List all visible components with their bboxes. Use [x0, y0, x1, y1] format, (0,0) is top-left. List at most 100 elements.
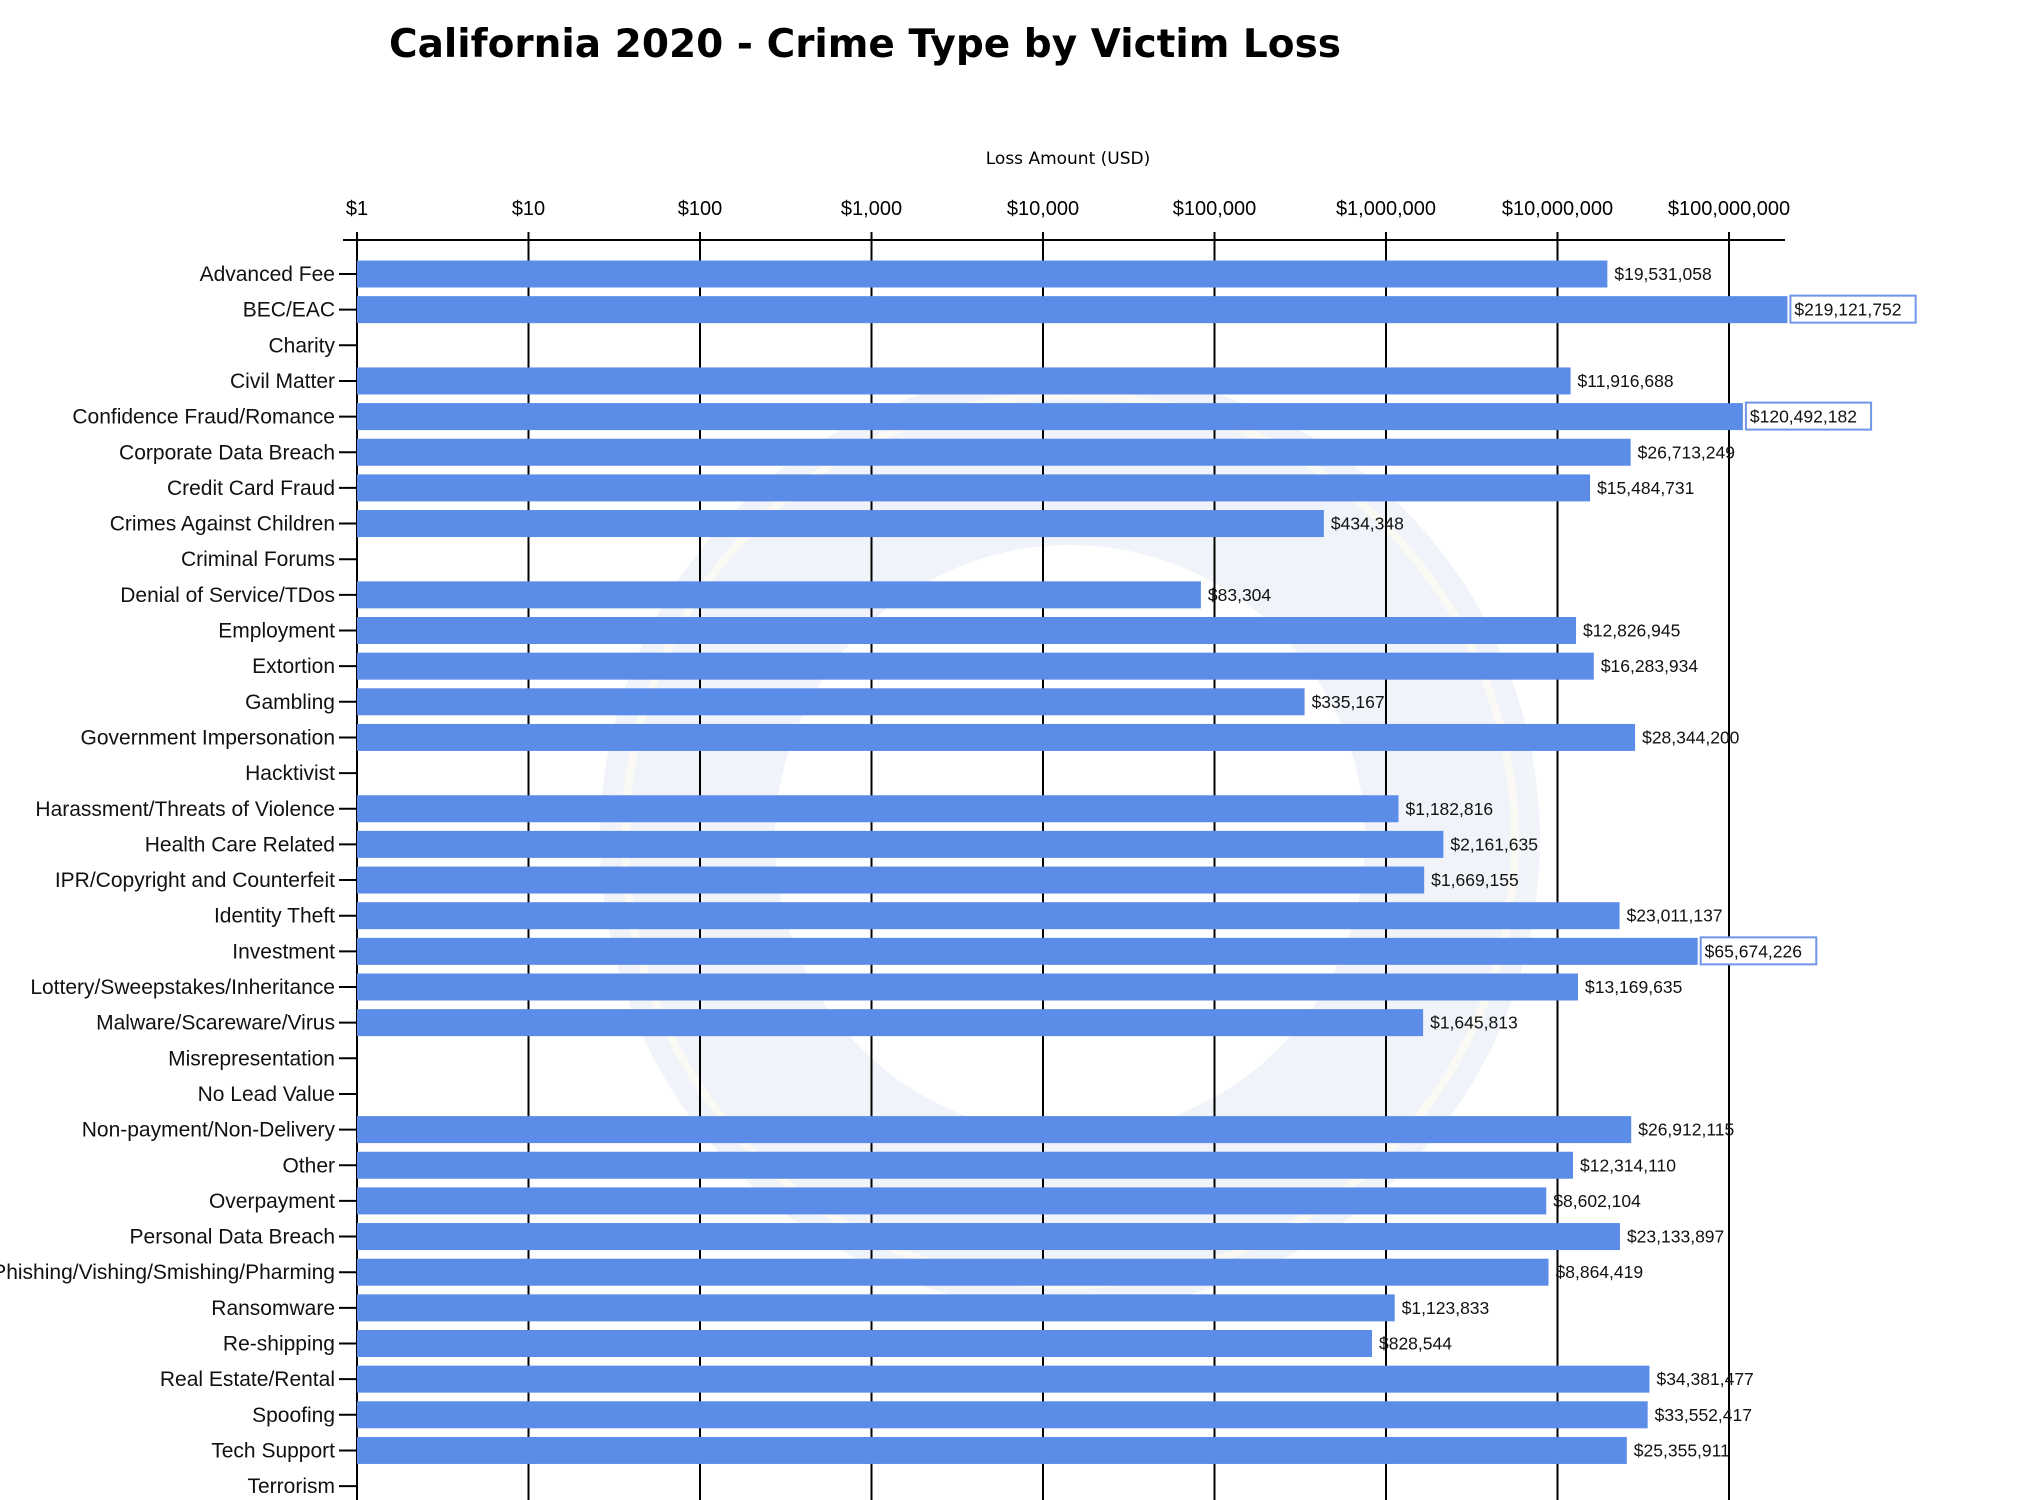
- bar: [357, 937, 1698, 965]
- chart-title: California 2020 - Crime Type by Victim L…: [388, 22, 1341, 67]
- value-label: $26,713,249: [1638, 442, 1735, 462]
- category-label: Health Care Related: [145, 833, 335, 856]
- category-label: Criminal Forums: [181, 548, 335, 571]
- category-label: Crimes Against Children: [110, 513, 335, 536]
- bar: [357, 617, 1577, 644]
- x-tick-label: $10: [512, 198, 545, 220]
- x-axis-title: Loss Amount (USD): [986, 149, 1151, 169]
- bar: [357, 438, 1631, 466]
- category-label: Lottery/Sweepstakes/Inheritance: [30, 976, 335, 999]
- value-label: $19,531,058: [1614, 264, 1711, 284]
- bar: [357, 652, 1594, 680]
- bar: [357, 510, 1324, 538]
- category-label: Hacktivist: [245, 762, 335, 785]
- value-label: $26,912,115: [1638, 1120, 1734, 1140]
- bar: [357, 723, 1636, 751]
- value-label: $219,121,752: [1794, 300, 1901, 320]
- category-label: Re-shipping: [223, 1333, 335, 1356]
- category-label: Gambling: [245, 691, 335, 714]
- category-label: Identity Theft: [214, 905, 335, 928]
- category-label: Government Impersonation: [81, 726, 335, 749]
- category-label: Tech Support: [211, 1439, 335, 1462]
- category-label: Corporate Data Breach: [119, 441, 335, 464]
- category-label: BEC/EAC: [243, 299, 335, 322]
- category-label: No Lead Value: [198, 1083, 335, 1106]
- category-label: Ransomware: [211, 1297, 335, 1320]
- value-label: $16,283,934: [1601, 656, 1699, 676]
- x-tick-label: $10,000,000: [1502, 198, 1613, 220]
- value-label: $23,133,897: [1627, 1227, 1724, 1247]
- bar: [357, 1009, 1424, 1037]
- bar: [357, 1436, 1627, 1464]
- bar: [357, 581, 1201, 609]
- category-label: Denial of Service/TDos: [120, 584, 335, 607]
- value-label: $15,484,731: [1597, 478, 1694, 498]
- category-label: Credit Card Fraud: [167, 477, 335, 500]
- bar: [357, 866, 1425, 894]
- bar: [357, 296, 1788, 324]
- category-label: Extortion: [252, 655, 335, 678]
- x-tick-label: $100,000,000: [1668, 198, 1790, 220]
- value-label: $1,669,155: [1431, 870, 1519, 890]
- value-label: $120,492,182: [1750, 407, 1857, 427]
- value-label: $828,544: [1379, 1334, 1452, 1354]
- value-label: $65,674,226: [1705, 941, 1802, 961]
- value-label: $1,182,816: [1406, 799, 1494, 819]
- bar: [357, 795, 1399, 823]
- category-label: Employment: [218, 620, 335, 643]
- x-tick-label: $100: [678, 198, 723, 220]
- category-label: Investment: [232, 940, 335, 963]
- value-label: $83,304: [1208, 585, 1272, 605]
- x-tick-label: $1,000: [841, 198, 902, 220]
- value-label: $11,916,688: [1578, 371, 1674, 391]
- category-label: Overpayment: [209, 1190, 335, 1213]
- bar: [357, 830, 1444, 858]
- value-label: $25,355,911: [1634, 1440, 1730, 1460]
- value-label: $23,011,137: [1627, 906, 1723, 926]
- value-label: $1,645,813: [1430, 1013, 1518, 1033]
- value-label: $13,169,635: [1585, 977, 1682, 997]
- value-label: $12,314,110: [1580, 1155, 1676, 1175]
- bar: [357, 474, 1591, 502]
- value-label: $2,161,635: [1450, 834, 1538, 854]
- bar: [357, 1294, 1395, 1322]
- x-tick-label: $1,000,000: [1336, 198, 1436, 220]
- category-label: Confidence Fraud/Romance: [72, 406, 335, 429]
- bar: [357, 1330, 1372, 1357]
- category-label: Malware/Scareware/Virus: [96, 1012, 335, 1035]
- bar: [357, 973, 1579, 1001]
- value-label-box: [1744, 401, 1873, 431]
- bar: [357, 1365, 1650, 1393]
- value-label-box: [1699, 936, 1818, 966]
- category-label: Misrepresentation: [168, 1047, 335, 1070]
- category-label: Real Estate/Rental: [160, 1368, 335, 1391]
- bar: [357, 1401, 1648, 1429]
- category-label: Other: [282, 1154, 335, 1177]
- x-tick-label: $100,000: [1173, 198, 1256, 220]
- bar: [357, 902, 1620, 930]
- bar: [357, 403, 1743, 431]
- category-label: Harassment/Threats of Violence: [35, 798, 335, 821]
- value-label: $33,552,417: [1655, 1405, 1752, 1425]
- category-label: Civil Matter: [230, 370, 335, 393]
- x-tick-label: $1: [346, 198, 368, 220]
- value-label: $8,864,419: [1556, 1262, 1644, 1282]
- value-label-box: [1789, 294, 1917, 324]
- bar: [357, 1151, 1574, 1179]
- bar: [357, 1223, 1620, 1251]
- x-tick-label: $10,000: [1007, 198, 1079, 220]
- value-label: $28,344,200: [1642, 727, 1740, 747]
- bar: [357, 688, 1305, 716]
- bar: [357, 367, 1571, 395]
- bar: [357, 1187, 1547, 1215]
- category-label: Phishing/Vishing/Smishing/Pharming: [0, 1261, 335, 1284]
- category-label: IPR/Copyright and Counterfeit: [55, 869, 335, 892]
- category-label: Charity: [268, 334, 335, 357]
- value-label: $8,602,104: [1553, 1191, 1641, 1211]
- bar: [357, 260, 1608, 288]
- category-label: Non-payment/Non-Delivery: [82, 1119, 336, 1142]
- value-label: $434,348: [1331, 514, 1404, 534]
- value-label: $34,381,477: [1656, 1369, 1753, 1389]
- category-label: Personal Data Breach: [130, 1226, 335, 1249]
